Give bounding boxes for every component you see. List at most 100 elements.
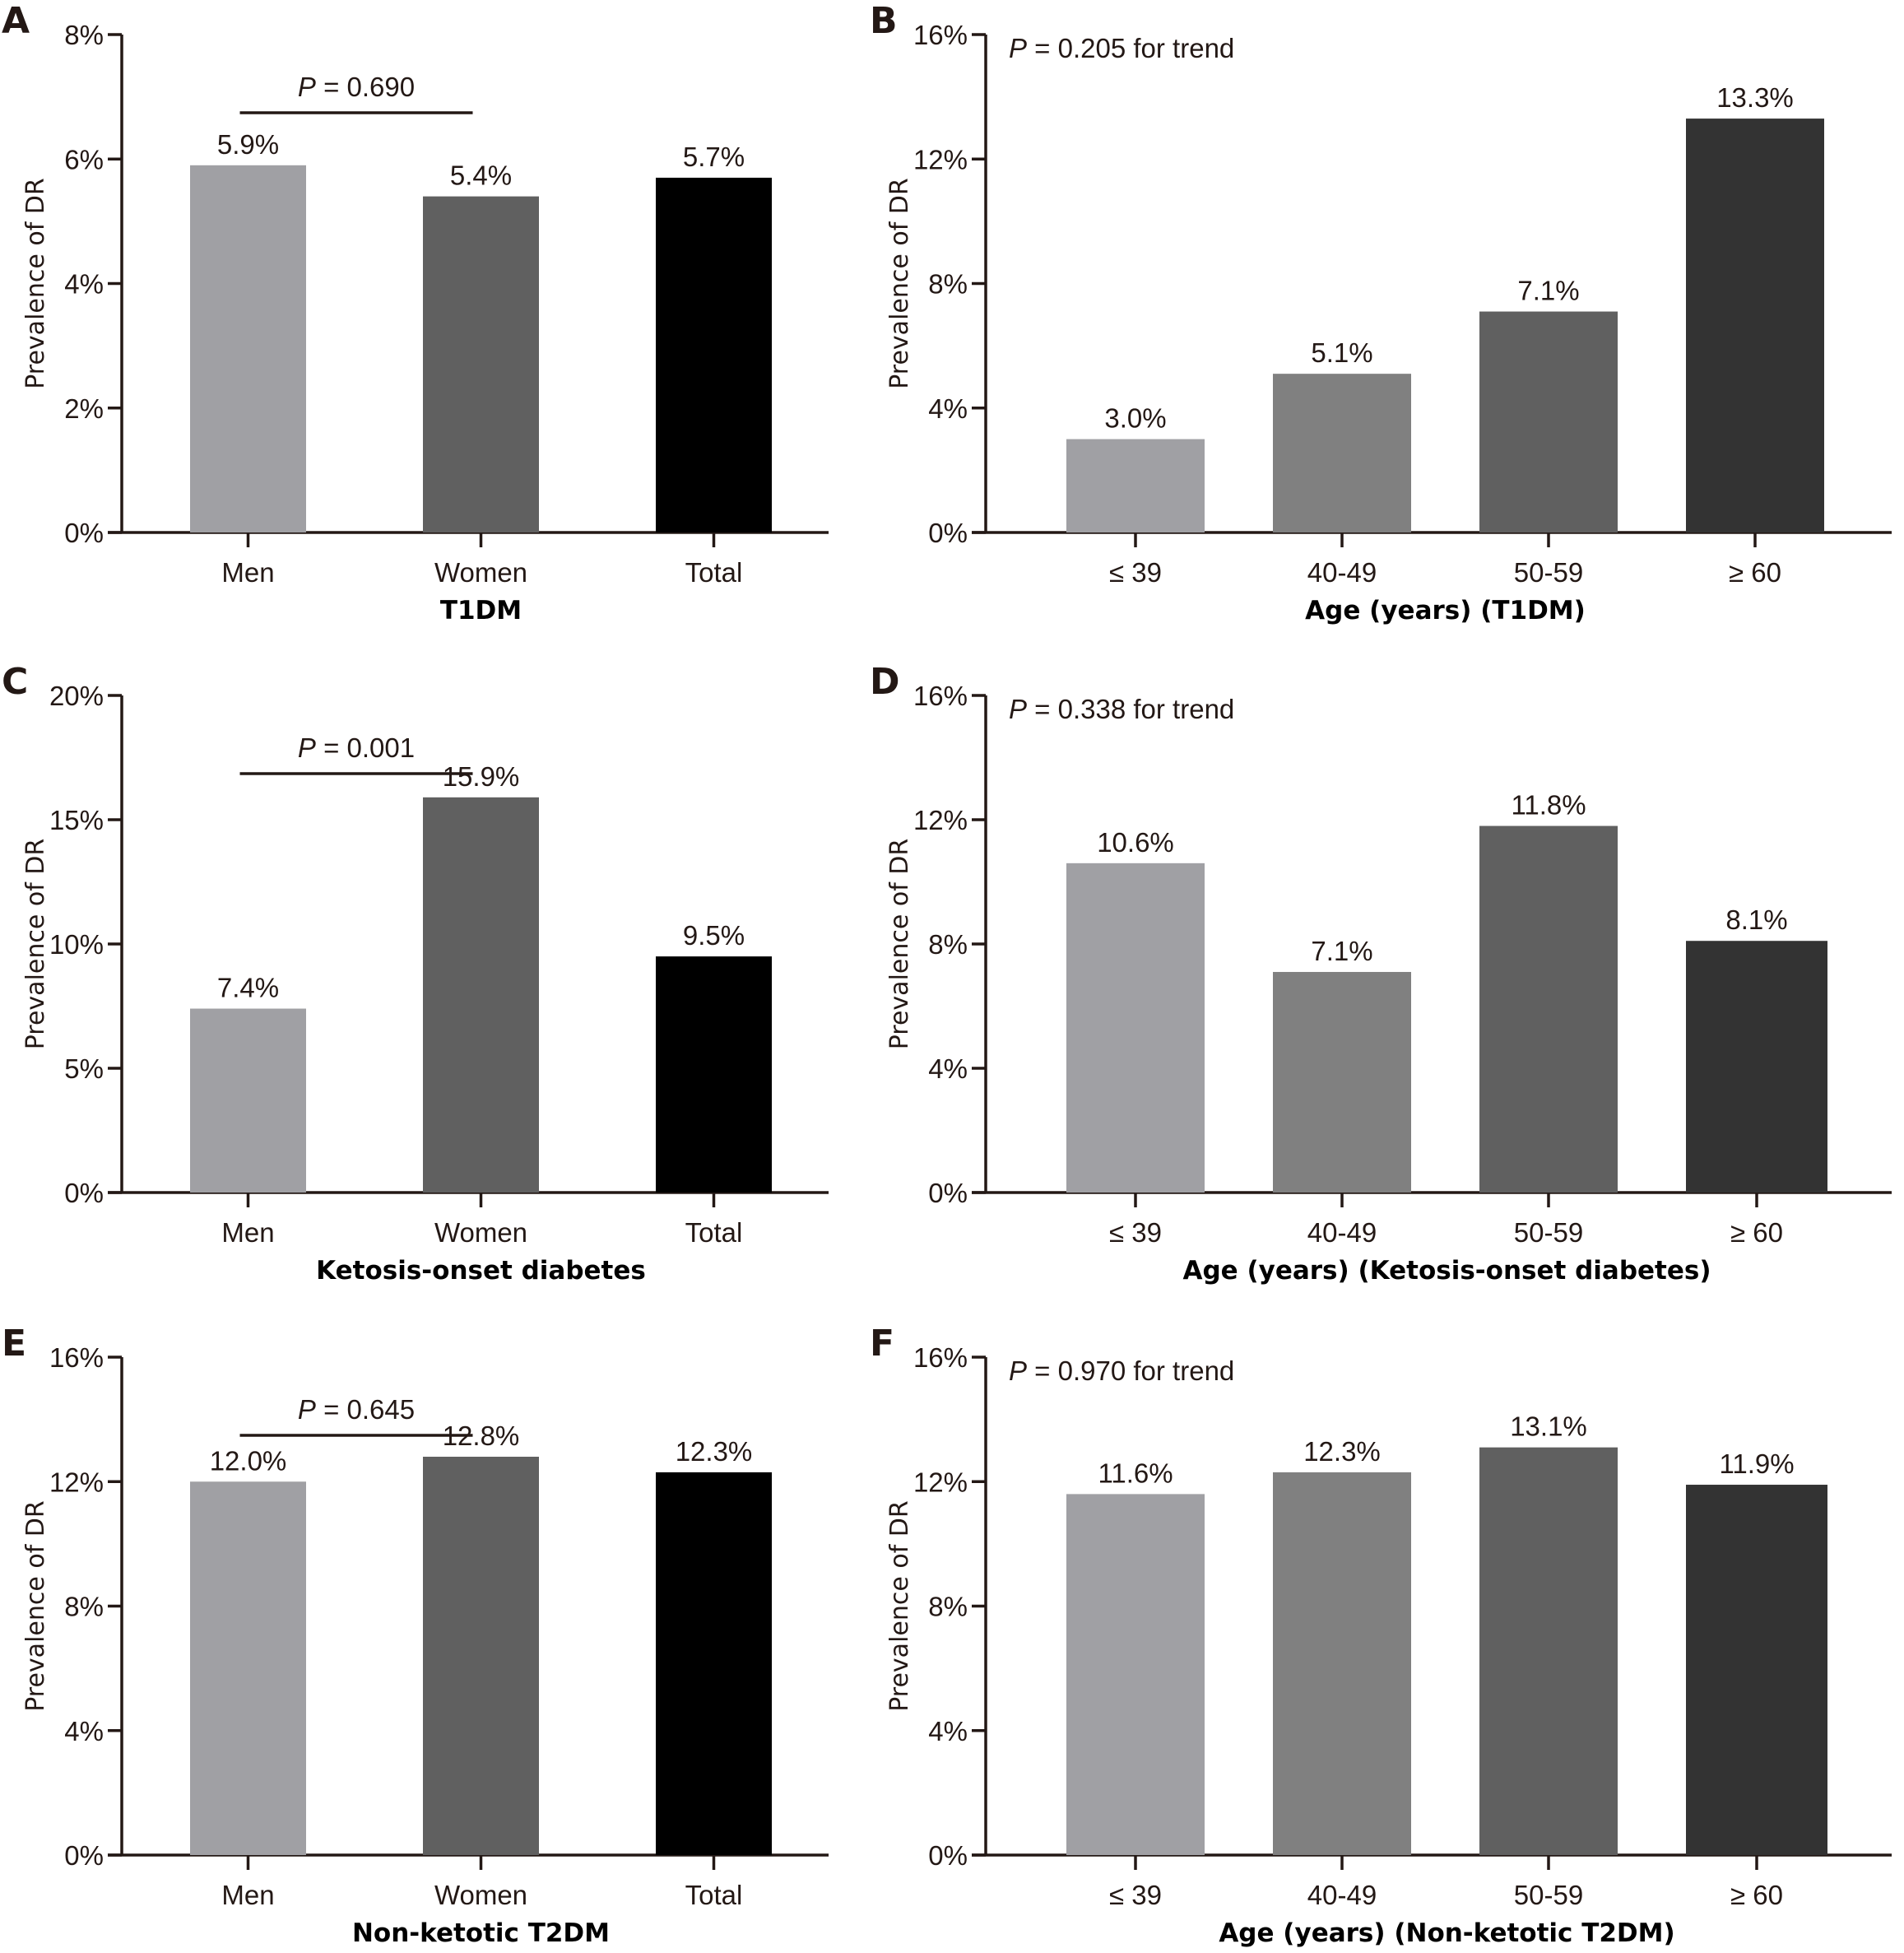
y-axis-title: Prevalence of DR: [885, 1500, 914, 1712]
x-tick-label: Men: [221, 1880, 274, 1910]
p-value-annotation: P = 0.001: [298, 732, 415, 763]
bar: [1686, 1485, 1827, 1855]
x-tick-label: 50-59: [1514, 1880, 1583, 1910]
x-tick-label: 40-49: [1307, 557, 1377, 588]
x-tick-label: 40-49: [1307, 1880, 1377, 1910]
y-tick-label: 0%: [64, 1178, 104, 1208]
data-label: 5.1%: [1311, 337, 1372, 368]
y-tick-label: 4%: [928, 393, 968, 424]
p-symbol: P: [298, 1394, 316, 1425]
p-symbol: P: [298, 72, 316, 102]
y-tick-label: 4%: [928, 1053, 968, 1084]
y-tick-label: 4%: [928, 1716, 968, 1746]
y-tick-label: 20%: [49, 681, 104, 711]
y-tick-label: 4%: [64, 1716, 104, 1746]
p-value-text: = 0.970 for trend: [1027, 1355, 1234, 1386]
bar: [1479, 311, 1618, 532]
x-tick-label: ≥ 60: [1730, 1880, 1783, 1910]
bar: [656, 956, 772, 1193]
y-tick-label: 8%: [928, 269, 968, 300]
bar: [656, 177, 772, 532]
panel-e: E 0% 4% 8% 12% 16% Prevalence of DR Men 12.0% Wom…: [2, 1323, 829, 1948]
y-tick-label: 12%: [913, 144, 968, 174]
bar: [1066, 1494, 1205, 1855]
x-axis-title: Age (years) (Ketosis-onset diabetes): [1182, 1256, 1711, 1286]
panel-letter: D: [870, 661, 900, 703]
bar: [1066, 439, 1205, 532]
data-label: 7.4%: [217, 973, 279, 1003]
bar: [190, 1008, 306, 1193]
y-tick-label: 0%: [928, 518, 968, 548]
p-value-text: = 0.338 for trend: [1027, 694, 1234, 724]
p-symbol: P: [1009, 694, 1027, 724]
panel-c: C 0% 5% 10% 15% 20% Prevalence of DR Men 7.4% Wom…: [2, 661, 829, 1286]
panel-b: B 0% 4% 8% 12% 16% Prevalence of DR ≤ 39 3.0% 40-…: [870, 0, 1892, 625]
bar: [1273, 1472, 1411, 1855]
y-axis-title: Prevalence of DR: [21, 178, 50, 389]
y-tick-label: 8%: [928, 929, 968, 960]
x-tick-label: ≥ 60: [1730, 1217, 1783, 1248]
y-tick-label: 16%: [913, 20, 968, 50]
data-label: 12.0%: [210, 1445, 287, 1476]
y-tick-label: 16%: [49, 1342, 104, 1373]
data-label: 7.1%: [1311, 936, 1372, 966]
bar: [1273, 374, 1411, 532]
panel-letter: C: [2, 661, 28, 703]
y-tick-label: 8%: [928, 1592, 968, 1622]
x-tick-label: Men: [221, 1217, 274, 1248]
y-tick-label: 16%: [913, 1342, 968, 1373]
panel-letter: A: [2, 0, 30, 42]
bar: [190, 1481, 306, 1855]
data-label: 13.1%: [1510, 1411, 1587, 1442]
bar: [1066, 863, 1205, 1193]
y-tick-label: 6%: [64, 144, 104, 174]
data-label: 11.8%: [1511, 790, 1586, 821]
panel-f: F 0% 4% 8% 12% 16% Prevalence of DR ≤ 39 11.6% 40…: [870, 1323, 1892, 1948]
y-tick-label: 0%: [928, 1178, 968, 1208]
data-label: 3.0%: [1104, 403, 1166, 434]
y-axis-title: Prevalence of DR: [21, 839, 50, 1050]
data-label: 13.3%: [1716, 82, 1794, 113]
x-axis-title: Non-ketotic T2DM: [352, 1918, 610, 1948]
x-axis-title: Age (years) (T1DM): [1305, 596, 1586, 625]
y-tick-label: 0%: [64, 1840, 104, 1871]
x-tick-label: Total: [685, 1217, 743, 1248]
x-axis-title: T1DM: [440, 596, 522, 625]
data-label: 5.4%: [450, 160, 512, 191]
x-tick-label: 50-59: [1514, 557, 1583, 588]
data-label: 5.9%: [217, 129, 279, 160]
bar: [423, 797, 539, 1193]
data-label: 11.6%: [1098, 1458, 1173, 1488]
x-tick-label: ≤ 39: [1109, 557, 1162, 588]
bar: [1479, 1447, 1618, 1855]
x-tick-label: Women: [434, 1217, 527, 1248]
y-tick-label: 8%: [64, 1592, 104, 1622]
y-tick-label: 8%: [64, 20, 104, 50]
x-tick-label: Total: [685, 1880, 743, 1910]
bar: [1479, 825, 1618, 1193]
p-value-annotation: P = 0.690: [298, 72, 415, 102]
data-label: 12.3%: [1303, 1436, 1381, 1467]
panel-a: A 0% 2% 4% 6% 8% Prevalence of DR Men 5.9% Women 5…: [2, 0, 829, 625]
bar: [1686, 119, 1824, 532]
y-tick-label: 0%: [64, 518, 104, 548]
p-value-text: = 0.645: [316, 1394, 415, 1425]
panel-letter: E: [2, 1323, 26, 1365]
panel-d: D 0% 4% 8% 12% 16% Prevalence of DR ≤ 39 10.6% 40…: [870, 661, 1892, 1286]
data-label: 11.9%: [1719, 1448, 1794, 1479]
y-tick-label: 2%: [64, 393, 104, 424]
p-value-text: = 0.690: [316, 72, 415, 102]
panel-letter: F: [870, 1323, 894, 1365]
x-axis-title: Ketosis-onset diabetes: [316, 1256, 646, 1286]
y-axis-title: Prevalence of DR: [885, 839, 914, 1050]
data-label: 15.9%: [443, 761, 520, 792]
trend-p-value-annotation: P = 0.338 for trend: [1009, 694, 1234, 724]
bar: [656, 1472, 772, 1855]
x-tick-label: ≤ 39: [1109, 1217, 1162, 1248]
trend-p-value-annotation: P = 0.970 for trend: [1009, 1355, 1234, 1386]
y-tick-label: 4%: [64, 269, 104, 300]
y-axis-title: Prevalence of DR: [21, 1500, 50, 1712]
data-label: 10.6%: [1097, 827, 1174, 858]
y-tick-label: 16%: [913, 681, 968, 711]
